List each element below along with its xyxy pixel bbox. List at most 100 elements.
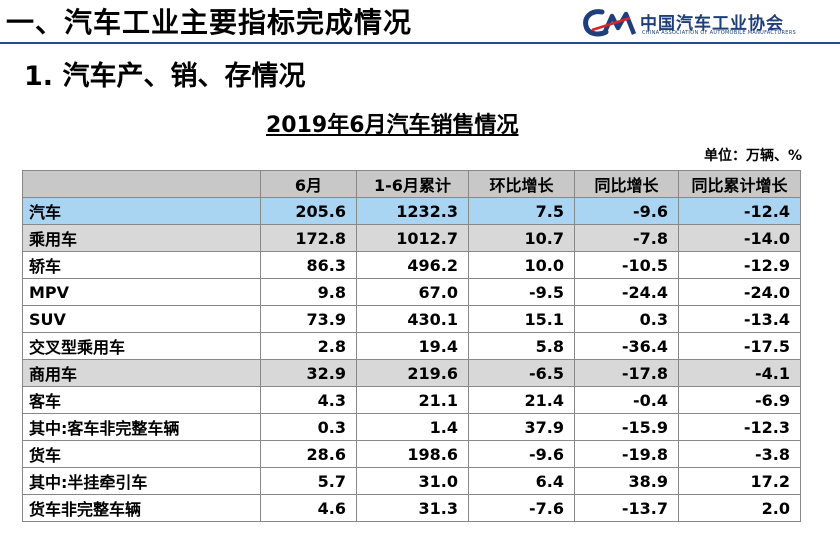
value-cell: 21.4 xyxy=(468,386,575,414)
value-cell: -24.4 xyxy=(574,278,679,306)
table-body: 汽车 205.6 1232.3 7.5 -9.6 -12.4 乘用车 172.8 1012.7 1… xyxy=(22,197,801,522)
header-divider xyxy=(0,42,840,44)
value-cell: 15.1 xyxy=(468,305,575,333)
value-cell: 198.6 xyxy=(356,440,469,468)
row-label: 汽车 xyxy=(22,197,261,225)
value-cell: -6.9 xyxy=(678,386,801,414)
row-label: 货车 xyxy=(22,440,261,468)
sales-table: 6月 1-6月累计 环比增长 同比增长 同比累计增长 汽车 205.6 1232.3… xyxy=(22,170,801,522)
value-cell: 2.8 xyxy=(260,332,357,360)
value-cell: 1232.3 xyxy=(356,197,469,225)
value-cell: -4.1 xyxy=(678,359,801,387)
column-header: 6月 xyxy=(260,170,357,198)
column-header: 环比增长 xyxy=(468,170,575,198)
value-cell: -12.3 xyxy=(678,413,801,441)
value-cell: 37.9 xyxy=(468,413,575,441)
value-cell: 5.7 xyxy=(260,467,357,495)
value-cell: 2.0 xyxy=(678,494,801,522)
column-header: 1-6月累计 xyxy=(356,170,469,198)
value-cell: 0.3 xyxy=(574,305,679,333)
value-cell: 1012.7 xyxy=(356,224,469,252)
value-cell: -9.5 xyxy=(468,278,575,306)
value-cell: 9.8 xyxy=(260,278,357,306)
value-cell: -24.0 xyxy=(678,278,801,306)
value-cell: -7.8 xyxy=(574,224,679,252)
table-row: 货车 28.6 198.6 -9.6 -19.8 -3.8 xyxy=(22,440,801,468)
value-cell: -17.5 xyxy=(678,332,801,360)
slide-header: 一、汽车工业主要指标完成情况 中国汽车工业协会 CHINA ASSOCIATIO… xyxy=(0,0,840,44)
value-cell: 31.0 xyxy=(356,467,469,495)
value-cell: -17.8 xyxy=(574,359,679,387)
value-cell: 205.6 xyxy=(260,197,357,225)
value-cell: 172.8 xyxy=(260,224,357,252)
value-cell: -13.7 xyxy=(574,494,679,522)
row-label: 商用车 xyxy=(22,359,261,387)
value-cell: 28.6 xyxy=(260,440,357,468)
caam-logo-icon xyxy=(583,9,637,37)
value-cell: -14.0 xyxy=(678,224,801,252)
value-cell: -0.4 xyxy=(574,386,679,414)
value-cell: -12.4 xyxy=(678,197,801,225)
row-label: 其中:客车非完整车辆 xyxy=(22,413,261,441)
table-row: 客车 4.3 21.1 21.4 -0.4 -6.9 xyxy=(22,386,801,414)
row-label: 乘用车 xyxy=(22,224,261,252)
value-cell: 1.4 xyxy=(356,413,469,441)
value-cell: 7.5 xyxy=(468,197,575,225)
table-row: 乘用车 172.8 1012.7 10.7 -7.8 -14.0 xyxy=(22,224,801,252)
value-cell: 19.4 xyxy=(356,332,469,360)
value-cell: 86.3 xyxy=(260,251,357,279)
value-cell: -6.5 xyxy=(468,359,575,387)
table-header-row: 6月 1-6月累计 环比增长 同比增长 同比累计增长 xyxy=(22,170,801,198)
value-cell: -3.8 xyxy=(678,440,801,468)
value-cell: 17.2 xyxy=(678,467,801,495)
table-row: 货车非完整车辆 4.6 31.3 -7.6 -13.7 2.0 xyxy=(22,494,801,522)
value-cell: -10.5 xyxy=(574,251,679,279)
table-row: 其中:客车非完整车辆 0.3 1.4 37.9 -15.9 -12.3 xyxy=(22,413,801,441)
value-cell: -13.4 xyxy=(678,305,801,333)
section-title: 1. 汽车产、销、存情况 xyxy=(24,61,306,92)
row-label: 交叉型乘用车 xyxy=(22,332,261,360)
value-cell: 32.9 xyxy=(260,359,357,387)
value-cell: 31.3 xyxy=(356,494,469,522)
table-row: SUV 73.9 430.1 15.1 0.3 -13.4 xyxy=(22,305,801,333)
value-cell: 219.6 xyxy=(356,359,469,387)
value-cell: -12.9 xyxy=(678,251,801,279)
column-header xyxy=(22,170,261,198)
association-logo: 中国汽车工业协会 CHINA ASSOCIATION OF AUTOMOBILE… xyxy=(582,8,834,40)
value-cell: 67.0 xyxy=(356,278,469,306)
table-row: 商用车 32.9 219.6 -6.5 -17.8 -4.1 xyxy=(22,359,801,387)
value-cell: 5.8 xyxy=(468,332,575,360)
row-label: 货车非完整车辆 xyxy=(22,494,261,522)
value-cell: 10.0 xyxy=(468,251,575,279)
value-cell: 430.1 xyxy=(356,305,469,333)
row-label: 其中:半挂牵引车 xyxy=(22,467,261,495)
value-cell: -36.4 xyxy=(574,332,679,360)
value-cell: -9.6 xyxy=(574,197,679,225)
value-cell: -7.6 xyxy=(468,494,575,522)
value-cell: 6.4 xyxy=(468,467,575,495)
table-row: 轿车 86.3 496.2 10.0 -10.5 -12.9 xyxy=(22,251,801,279)
table-row: 其中:半挂牵引车 5.7 31.0 6.4 38.9 17.2 xyxy=(22,467,801,495)
value-cell: -19.8 xyxy=(574,440,679,468)
value-cell: 21.1 xyxy=(356,386,469,414)
row-label: MPV xyxy=(22,278,261,306)
slide-title: 一、汽车工业主要指标完成情况 xyxy=(6,6,413,39)
value-cell: 73.9 xyxy=(260,305,357,333)
unit-label: 单位：万辆、% xyxy=(703,148,802,164)
row-label: SUV xyxy=(22,305,261,333)
value-cell: 496.2 xyxy=(356,251,469,279)
value-cell: 38.9 xyxy=(574,467,679,495)
value-cell: 10.7 xyxy=(468,224,575,252)
column-header: 同比增长 xyxy=(574,170,679,198)
table-row: 汽车 205.6 1232.3 7.5 -9.6 -12.4 xyxy=(22,197,801,225)
value-cell: -9.6 xyxy=(468,440,575,468)
column-header: 同比累计增长 xyxy=(678,170,801,198)
table-row: MPV 9.8 67.0 -9.5 -24.4 -24.0 xyxy=(22,278,801,306)
row-label: 客车 xyxy=(22,386,261,414)
logo-chinese-text: 中国汽车工业协会 xyxy=(640,14,784,34)
value-cell: 0.3 xyxy=(260,413,357,441)
row-label: 轿车 xyxy=(22,251,261,279)
table-title: 2019年6月汽车销售情况 xyxy=(266,113,519,138)
value-cell: 4.3 xyxy=(260,386,357,414)
value-cell: -15.9 xyxy=(574,413,679,441)
